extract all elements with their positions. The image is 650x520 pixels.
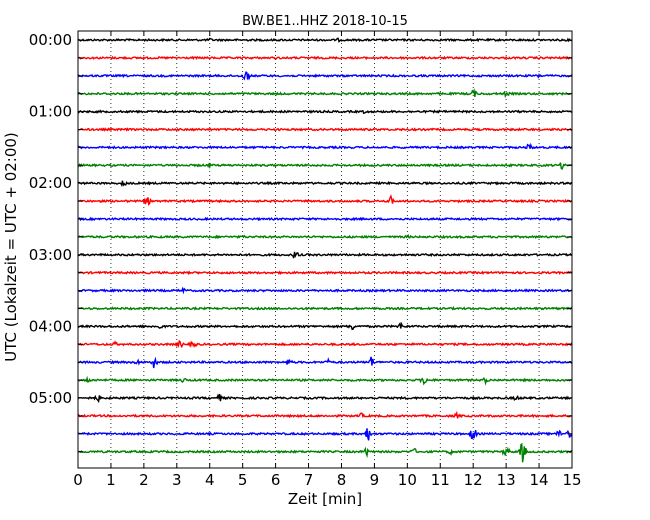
- trace-line: [77, 37, 573, 43]
- trace-line: [77, 127, 573, 132]
- y-tick-label: 05:00: [29, 389, 72, 407]
- trace-line: [77, 321, 573, 331]
- y-tick-label: 02:00: [29, 174, 72, 192]
- y-axis-label: UTC (Lokalzeit = UTC + 02:00): [2, 132, 20, 362]
- trace-line: [77, 142, 573, 150]
- x-tick-label: 13: [497, 471, 516, 489]
- trace-line: [77, 251, 573, 259]
- x-axis-ticks: 0 1 2 3 4 5 6 7 8 9 10 11 12 13 14 15: [73, 31, 582, 489]
- y-tick-label: 01:00: [29, 103, 72, 121]
- x-tick-label: 12: [464, 471, 483, 489]
- x-tick-label: 6: [271, 471, 281, 489]
- x-tick-label: 0: [73, 471, 83, 489]
- chart-title: BW.BE1..HHZ 2018-10-15: [242, 14, 408, 29]
- trace-line: [77, 428, 573, 441]
- trace-line: [77, 233, 573, 240]
- x-tick-label: 9: [370, 471, 380, 489]
- x-tick-label: 7: [304, 471, 314, 489]
- y-axis-ticks: 00:00 01:00 02:00 03:00 04:00 05:00: [29, 31, 572, 453]
- trace-line: [77, 216, 573, 222]
- trace-line: [77, 162, 573, 170]
- x-tick-label: 1: [106, 471, 116, 489]
- trace-line: [77, 180, 573, 187]
- trace-line: [77, 375, 573, 386]
- x-axis-label: Zeit [min]: [288, 490, 362, 508]
- x-tick-label: 3: [172, 471, 182, 489]
- trace-line: [77, 71, 573, 81]
- trace-line: [77, 442, 573, 463]
- trace-line: [77, 339, 573, 349]
- y-tick-label: 04:00: [29, 317, 72, 335]
- x-tick-label: 2: [139, 471, 149, 489]
- x-tick-label: 8: [337, 471, 347, 489]
- x-tick-label: 11: [431, 471, 450, 489]
- trace-line: [77, 55, 573, 61]
- trace-line: [77, 410, 573, 419]
- y-tick-label: 00:00: [29, 31, 72, 49]
- trace-line: [77, 109, 573, 115]
- y-tick-label: 03:00: [29, 246, 72, 264]
- trace-line: [77, 194, 573, 207]
- traces: [77, 37, 573, 463]
- trace-line: [77, 88, 573, 99]
- trace-line: [77, 393, 573, 404]
- grid-lines: [110, 31, 540, 468]
- x-tick-label: 10: [398, 471, 417, 489]
- trace-line: [77, 305, 573, 311]
- x-tick-label: 15: [562, 471, 581, 489]
- x-tick-label: 4: [205, 471, 215, 489]
- plot-frame: [77, 30, 573, 469]
- x-tick-label: 14: [530, 471, 549, 489]
- trace-line: [77, 270, 573, 276]
- trace-line: [77, 286, 573, 295]
- x-tick-label: 5: [238, 471, 248, 489]
- trace-line: [77, 356, 573, 369]
